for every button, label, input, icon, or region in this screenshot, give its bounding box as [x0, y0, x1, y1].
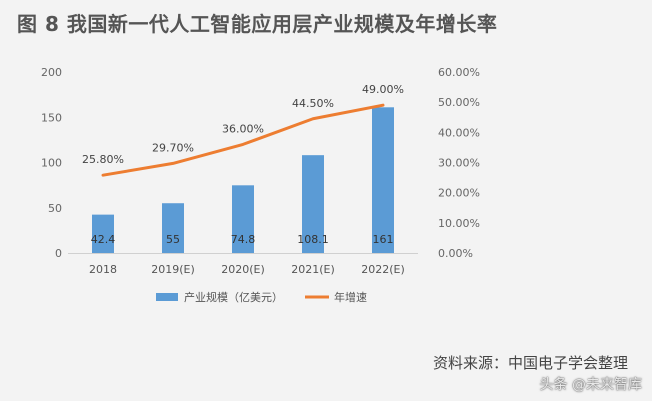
legend-bar-label: 产业规模（亿美元）	[184, 290, 283, 304]
source-note: 资料来源：中国电子学会整理	[432, 354, 628, 372]
legend: 产业规模（亿美元） 年增速	[156, 290, 367, 304]
bar-value-label: 55	[166, 233, 180, 246]
x-tick-label: 2018	[89, 263, 117, 276]
y-right-tick-label: 30.00%	[438, 157, 480, 170]
growth-line	[101, 103, 385, 177]
bar	[302, 155, 324, 253]
y-right-tick-label: 20.00%	[438, 187, 480, 200]
bar	[372, 107, 394, 253]
axes-group: 0 50 100 150 200 0.00% 10.00% 20.00% 30.00% 40.00…	[41, 66, 480, 276]
chart-title: 图 8 我国新一代人工智能应用层产业规模及年增长率	[17, 12, 498, 36]
line-value-label: 44.50%	[292, 97, 334, 110]
watermark: 头条 @未来智库	[539, 377, 642, 393]
bar	[92, 214, 114, 253]
legend-bar-swatch	[156, 293, 178, 301]
x-tick-label: 2019(E)	[151, 263, 195, 276]
line-value-label: 49.00%	[362, 83, 404, 96]
y-left-tick-label: 50	[48, 202, 62, 215]
y-right-tick-label: 40.00%	[438, 126, 480, 139]
bar	[232, 185, 254, 253]
y-right-tick-label: 0.00%	[438, 247, 473, 260]
y-left-tick-label: 150	[41, 111, 62, 124]
line-value-label: 25.80%	[82, 153, 124, 166]
y-right-tick-label: 10.00%	[438, 217, 480, 230]
y-right-tick-label: 60.00%	[438, 66, 480, 79]
y-right-tick-label: 50.00%	[438, 96, 480, 109]
bars-group	[92, 107, 394, 253]
y-left-tick-label: 100	[41, 157, 62, 170]
x-tick-label: 2020(E)	[221, 263, 265, 276]
labels-group: 42.4 55 74.8 108.1 161 25.80% 29.70% 36.00% 44.5…	[82, 83, 404, 246]
legend-line-label: 年增速	[334, 290, 367, 304]
y-left-tick-label: 0	[55, 247, 62, 260]
bar-value-label: 74.8	[231, 233, 256, 246]
line-value-label: 29.70%	[152, 141, 194, 154]
x-tick-label: 2021(E)	[291, 263, 335, 276]
bar-value-label: 161	[373, 233, 394, 246]
line-value-label: 36.00%	[222, 122, 264, 135]
x-tick-label: 2022(E)	[361, 263, 405, 276]
y-left-tick-label: 200	[41, 66, 62, 79]
bar-value-label: 42.4	[91, 233, 116, 246]
bar-value-label: 108.1	[297, 233, 329, 246]
line-group	[101, 103, 385, 177]
bar	[162, 203, 184, 253]
